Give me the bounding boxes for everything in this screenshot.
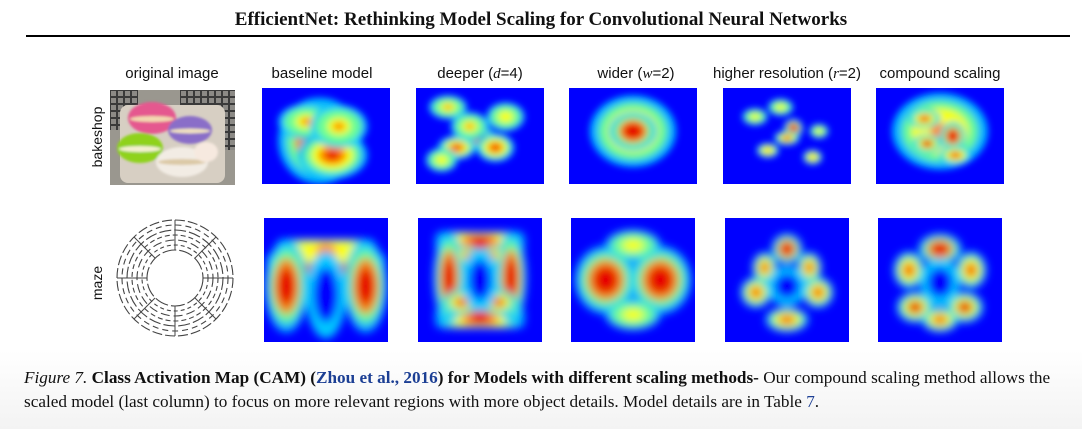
header-rule [26, 35, 1070, 37]
column-header-higher-resolution: higher resolution (r=2) [707, 64, 867, 84]
figure-label: Figure 7. [24, 368, 88, 387]
cam-bakeshop-baseline-model [262, 88, 390, 184]
figure-caption: Figure 7. Class Activation Map (CAM) (Zh… [24, 366, 1064, 414]
row-label-maze: maze [89, 265, 105, 301]
citation-link[interactable]: Zhou et al., 2016 [316, 368, 438, 387]
cam-bakeshop-compound-scaling [876, 88, 1004, 184]
cam-maze-deeper [418, 218, 542, 342]
cam-bakeshop-wider [569, 88, 697, 184]
page-bottom-fade [0, 350, 1082, 429]
column-header-wider: wider (w=2) [556, 64, 716, 84]
caption-title-end: ) for Models with different scaling meth… [437, 368, 759, 387]
column-header-original-image: original image [92, 64, 252, 84]
scaling-value: =4) [500, 65, 523, 82]
scaling-value: =2) [838, 65, 862, 82]
table-reference-link[interactable]: 7 [806, 392, 815, 411]
column-header-label: original image [125, 65, 219, 82]
scaling-symbol: r [833, 66, 839, 82]
running-title: EfficientNet: Rethinking Model Scaling f… [234, 9, 848, 30]
column-header-label: deeper ( [437, 65, 494, 82]
scaling-symbol: d [493, 66, 501, 82]
cam-maze-compound-scaling [878, 218, 1002, 342]
cam-maze-baseline-model [264, 218, 388, 342]
scaling-value: =2) [652, 65, 675, 82]
caption-title: Class Activation Map (CAM) ( [91, 368, 316, 387]
column-header-label: wider ( [597, 65, 643, 82]
row-label-bakeshop: bakeshop [89, 106, 105, 168]
cam-maze-higher-resolution [725, 218, 849, 342]
caption-end: . [814, 392, 820, 411]
column-header-label: baseline model [271, 65, 373, 82]
column-header-deeper: deeper (d=4) [400, 64, 560, 84]
column-header-label: compound scaling [879, 65, 1001, 82]
cam-maze-wider [571, 218, 695, 342]
maze-original-image [112, 218, 238, 338]
cam-bakeshop-deeper [416, 88, 544, 184]
column-header-label: higher resolution ( [712, 65, 834, 82]
cam-bakeshop-higher-resolution [723, 88, 851, 184]
column-header-baseline-model: baseline model [242, 64, 402, 84]
bakeshop-original-image [110, 90, 235, 185]
caption-body: Our compound scaling method allows the s… [24, 368, 1051, 411]
scaling-symbol: w [642, 66, 653, 82]
column-header-compound-scaling: compound scaling [860, 64, 1020, 84]
